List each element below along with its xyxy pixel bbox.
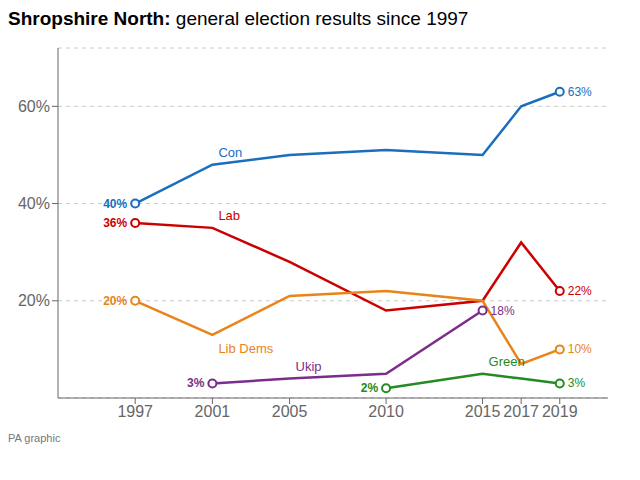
svg-text:2015: 2015 [465, 403, 501, 420]
svg-text:18%: 18% [491, 304, 515, 318]
svg-text:2017: 2017 [503, 403, 539, 420]
svg-text:2001: 2001 [195, 403, 231, 420]
svg-text:Ukip: Ukip [296, 359, 322, 374]
svg-text:Green: Green [489, 354, 525, 369]
svg-text:2%: 2% [361, 381, 379, 395]
svg-text:3%: 3% [187, 376, 205, 390]
svg-text:10%: 10% [568, 342, 592, 356]
svg-text:60%: 60% [18, 98, 50, 115]
svg-text:22%: 22% [568, 284, 592, 298]
svg-text:20%: 20% [103, 294, 127, 308]
svg-text:1997: 1997 [117, 403, 153, 420]
svg-text:40%: 40% [18, 195, 50, 212]
svg-text:36%: 36% [103, 216, 127, 230]
svg-text:Lab: Lab [218, 208, 240, 223]
svg-text:2005: 2005 [272, 403, 308, 420]
svg-text:40%: 40% [103, 197, 127, 211]
html-text:PA graphic: PA graphic [8, 432, 61, 444]
svg-text:Lib Dems: Lib Dems [218, 341, 273, 356]
svg-text:2019: 2019 [542, 403, 578, 420]
svg-text:3%: 3% [568, 376, 586, 390]
svg-text:20%: 20% [18, 292, 50, 309]
svg-text:63%: 63% [568, 85, 592, 99]
svg-text:Con: Con [218, 145, 242, 160]
html-text:Shropshire North: general elec: Shropshire North: general election resul… [8, 8, 469, 29]
svg-text:2010: 2010 [368, 403, 404, 420]
